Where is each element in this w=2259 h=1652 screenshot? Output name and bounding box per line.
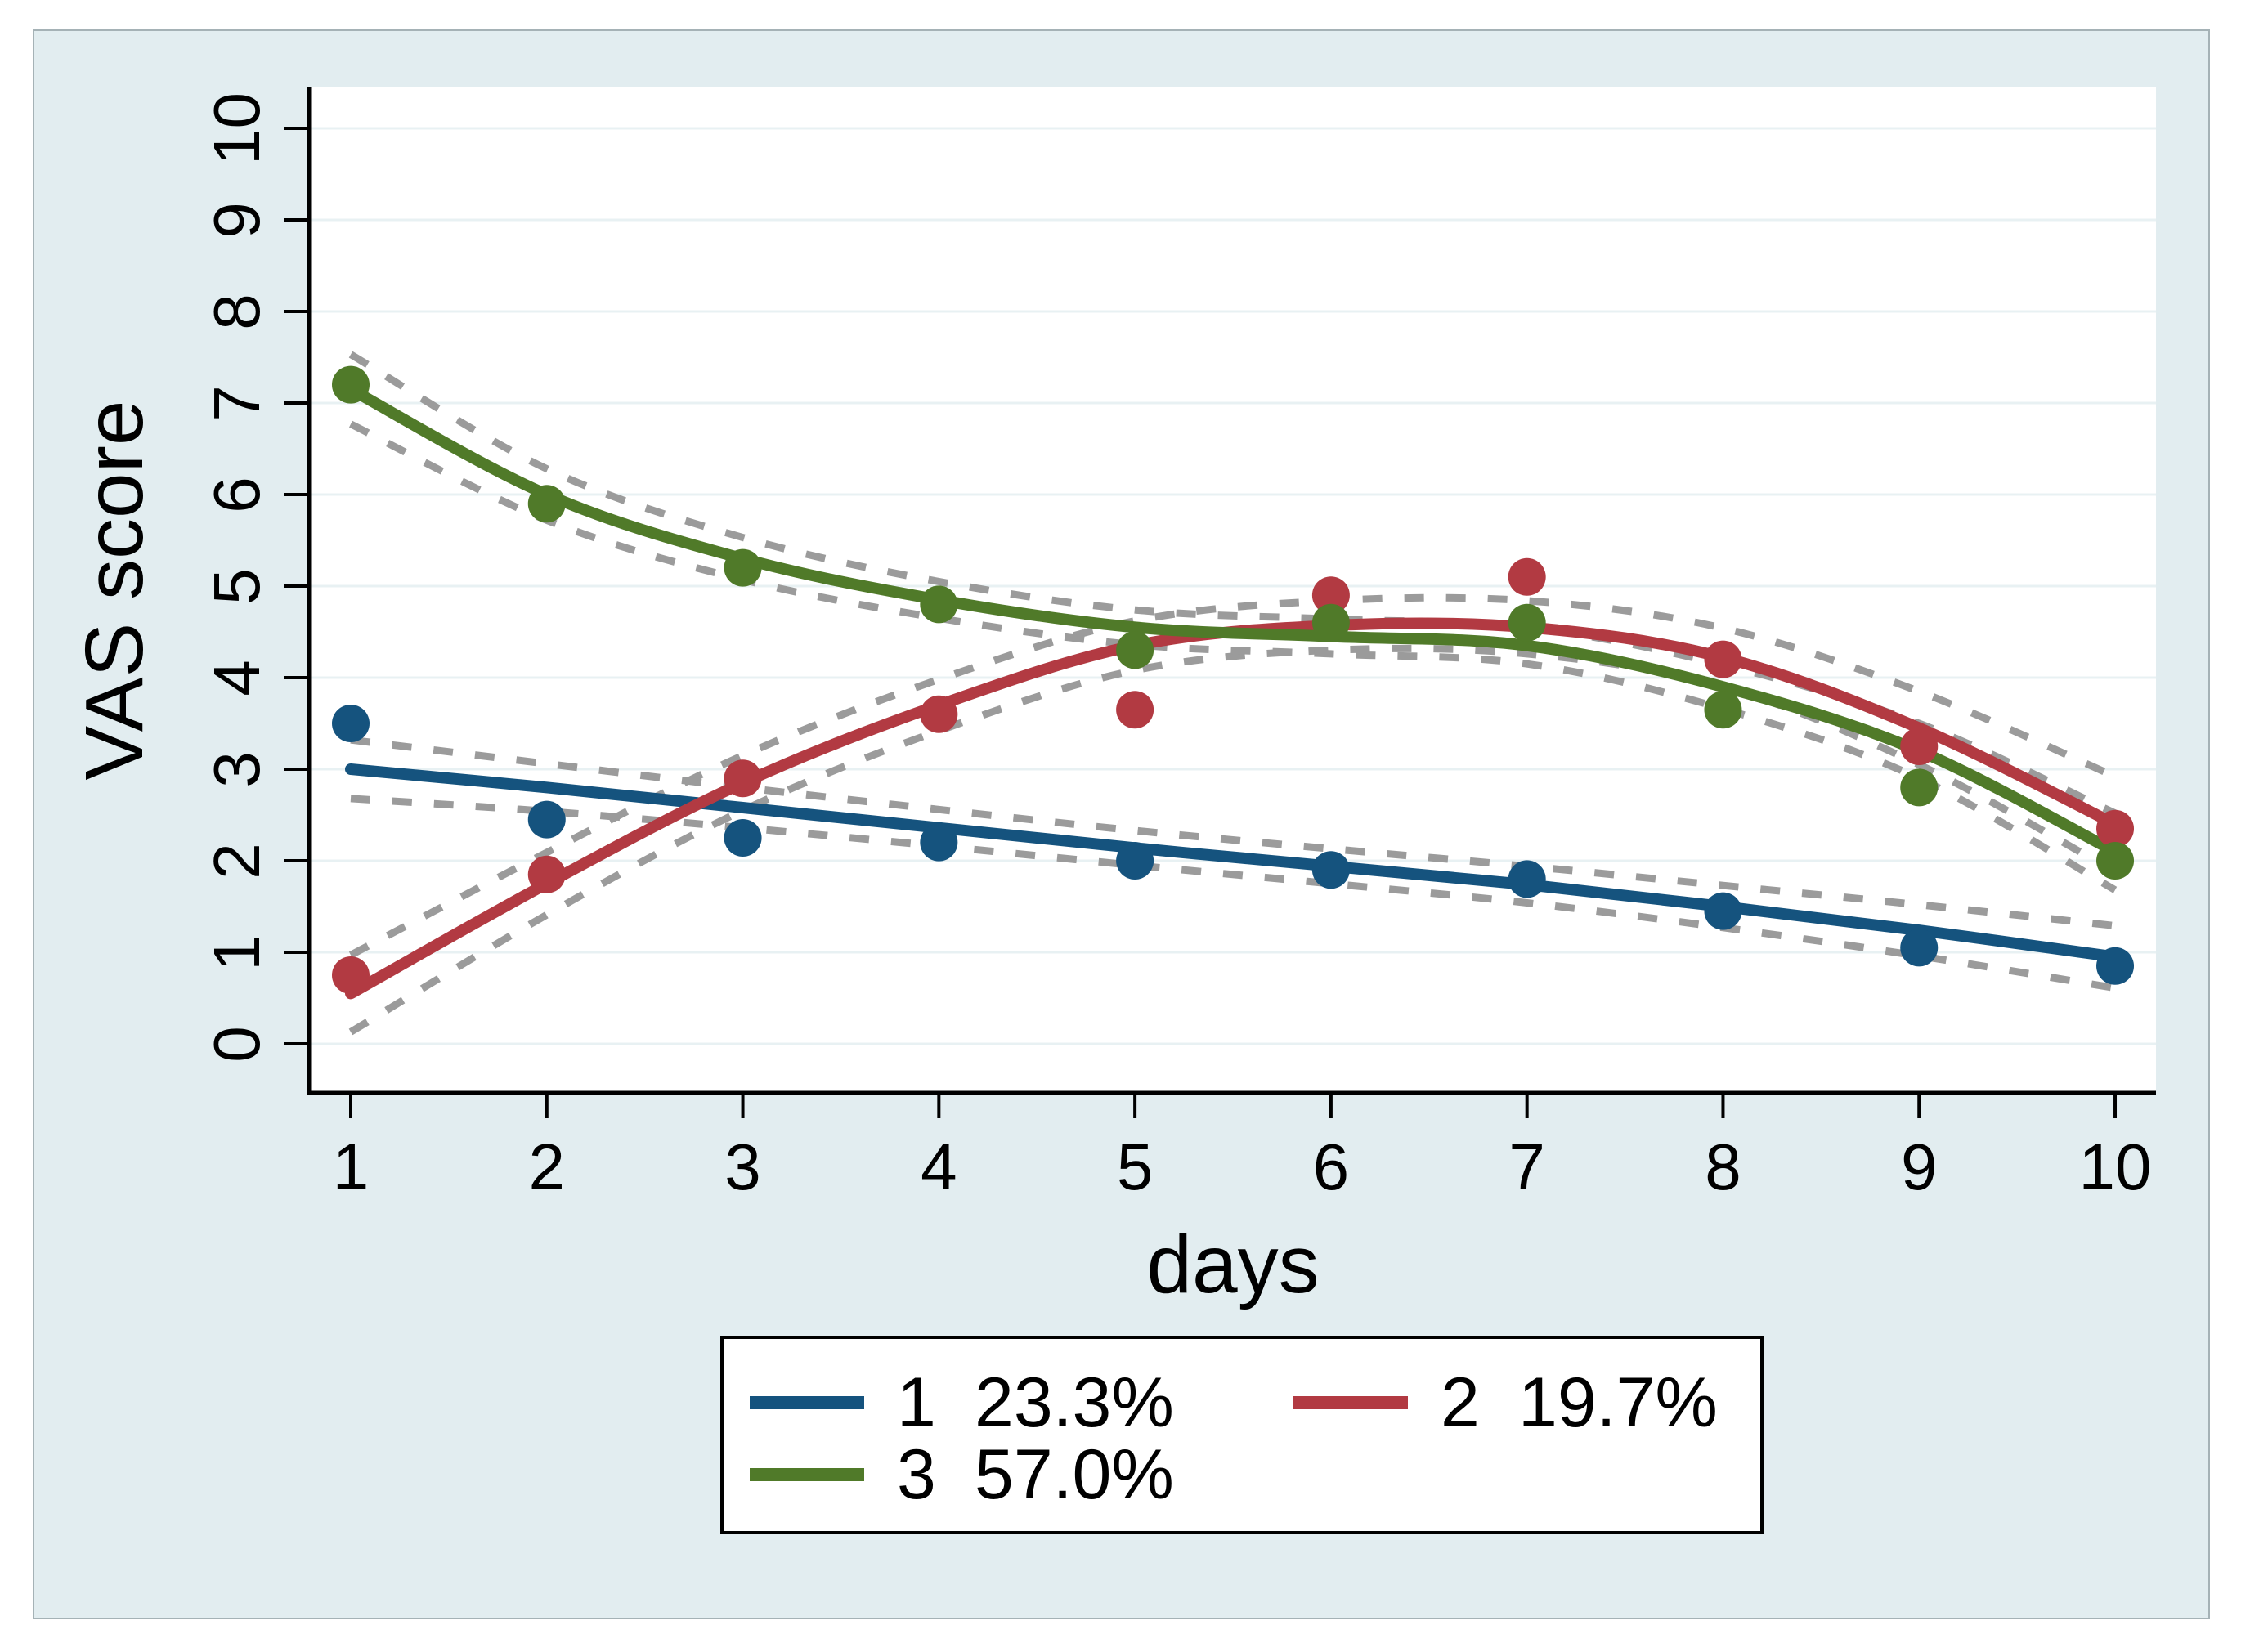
legend-percent-series-3: 57.0% <box>975 1435 1174 1514</box>
y-tick-label-0: 0 <box>199 1026 273 1063</box>
y-tick-label-2: 2 <box>199 843 273 880</box>
x-tick-label-3: 3 <box>724 1130 761 1203</box>
x-tick-label-6: 6 <box>1312 1130 1350 1203</box>
y-tick-label-4: 4 <box>199 660 273 696</box>
x-tick-label-2: 2 <box>528 1130 566 1203</box>
legend-item-series-1: 1 23.3% <box>750 1363 1174 1441</box>
y-tick-label-7: 7 <box>199 385 273 422</box>
y-axis-title: VAS score <box>69 400 160 781</box>
x-tick-label-10: 10 <box>2078 1130 2152 1203</box>
legend-item-series-2: 2 19.7% <box>1293 1363 1718 1441</box>
legend-item-series-3: 3 57.0% <box>750 1435 1174 1513</box>
legend-key-series-3 <box>750 1467 864 1481</box>
y-tick-label-6: 6 <box>199 477 273 513</box>
legend-percent-series-1: 23.3% <box>975 1363 1174 1442</box>
x-tick-label-4: 4 <box>921 1130 957 1203</box>
legend-label-series-1: 1 <box>897 1363 936 1442</box>
y-tick-label-3: 3 <box>199 751 273 788</box>
y-tick-label-8: 8 <box>199 293 273 330</box>
legend: 1 23.3% 2 19.7% 3 57.0% <box>720 1336 1764 1534</box>
x-tick-label-5: 5 <box>1116 1130 1154 1203</box>
legend-label-series-2: 2 <box>1441 1363 1480 1442</box>
legend-label-series-3: 3 <box>897 1435 936 1514</box>
x-tick-label-1: 1 <box>332 1130 370 1203</box>
y-tick-label-1: 1 <box>199 934 273 971</box>
y-tick-label-5: 5 <box>199 568 273 605</box>
legend-key-series-2 <box>1293 1395 1408 1409</box>
x-tick-label-8: 8 <box>1705 1130 1741 1203</box>
x-tick-label-9: 9 <box>1900 1130 1938 1203</box>
legend-key-series-1 <box>750 1395 864 1409</box>
x-axis-title: days <box>1146 1219 1320 1310</box>
legend-percent-series-2: 19.7% <box>1518 1363 1718 1442</box>
y-tick-label-9: 9 <box>199 202 273 239</box>
y-tick-label-10: 10 <box>199 92 273 165</box>
x-tick-label-7: 7 <box>1508 1130 1545 1203</box>
